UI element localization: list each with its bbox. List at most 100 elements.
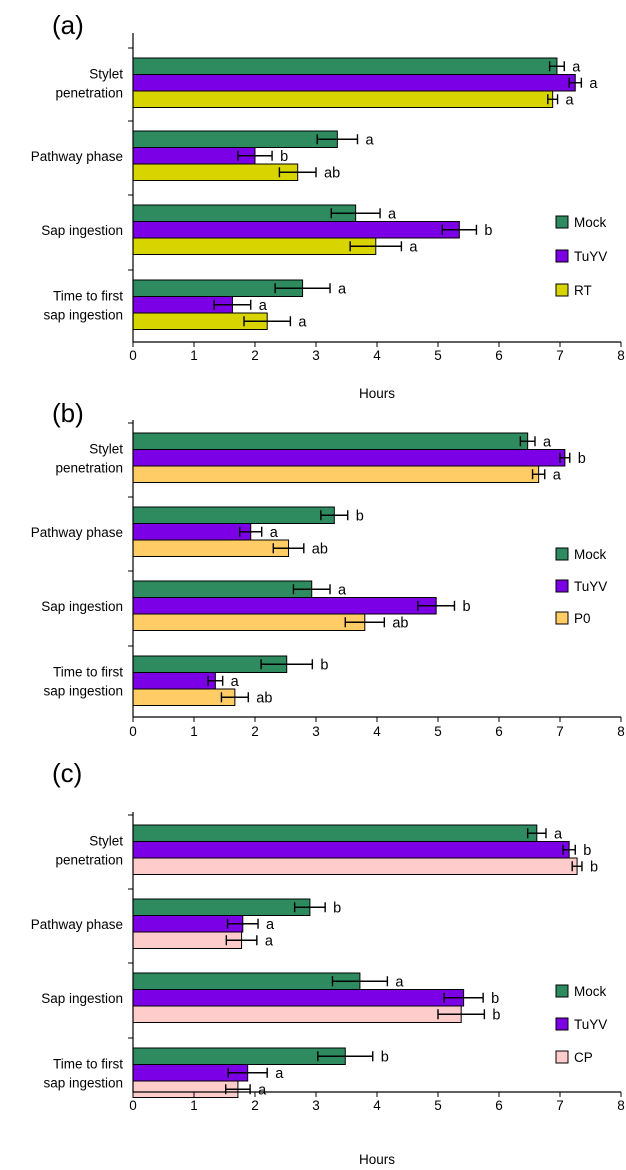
error-bar bbox=[227, 1067, 268, 1078]
significance-label: a bbox=[409, 239, 418, 255]
significance-label: a bbox=[298, 314, 307, 330]
error-bar bbox=[571, 861, 583, 872]
panel-label: (c) bbox=[52, 758, 82, 788]
significance-label: a bbox=[566, 92, 575, 108]
chart-panel-1: (a)aaaaabbaaabaaStyletpenetrationPathway… bbox=[31, 10, 625, 401]
error-bar bbox=[317, 1051, 374, 1062]
error-bar bbox=[226, 918, 259, 929]
error-bar bbox=[526, 828, 547, 839]
error-bar bbox=[207, 675, 224, 686]
x-tick-label: 2 bbox=[251, 724, 259, 739]
x-tick-label: 7 bbox=[556, 724, 564, 739]
significance-label: ab bbox=[312, 541, 328, 557]
bar bbox=[132, 898, 311, 916]
bar bbox=[132, 539, 290, 557]
error-bar bbox=[330, 208, 381, 219]
legend-swatch bbox=[555, 579, 569, 593]
bar bbox=[132, 688, 236, 706]
legend-swatch bbox=[555, 611, 569, 625]
bar bbox=[132, 130, 338, 148]
bar bbox=[132, 237, 377, 255]
bar bbox=[132, 57, 558, 75]
category-label: penetration bbox=[55, 460, 123, 475]
bar bbox=[132, 221, 460, 239]
error-bar bbox=[320, 510, 349, 521]
error-bar bbox=[441, 224, 478, 235]
category-label: Time to first bbox=[53, 288, 123, 303]
bar bbox=[132, 841, 570, 859]
x-tick-label: 1 bbox=[190, 348, 198, 363]
x-tick-label: 2 bbox=[251, 348, 259, 363]
category-label: Time to first bbox=[53, 664, 123, 679]
significance-label: a bbox=[259, 298, 268, 314]
error-bar bbox=[237, 150, 273, 161]
category-label: sap ingestion bbox=[43, 683, 123, 698]
x-tick-label: 6 bbox=[495, 1098, 503, 1113]
significance-label: b bbox=[578, 451, 586, 467]
error-bar bbox=[443, 992, 484, 1003]
legend-label: TuYV bbox=[574, 249, 607, 264]
significance-label: b bbox=[320, 657, 328, 673]
x-tick-label: 6 bbox=[495, 724, 503, 739]
category-label: sap ingestion bbox=[43, 1075, 123, 1090]
legend-label: Mock bbox=[574, 547, 607, 562]
category-label: Stylet bbox=[89, 833, 123, 848]
x-tick-label: 5 bbox=[434, 348, 442, 363]
significance-label: a bbox=[543, 434, 552, 450]
x-axis-label: Hours bbox=[359, 386, 395, 401]
significance-label: b bbox=[381, 1049, 389, 1065]
error-bar bbox=[331, 976, 389, 987]
legend-label: TuYV bbox=[574, 579, 607, 594]
legend-label: Mock bbox=[574, 984, 607, 999]
significance-label: a bbox=[338, 281, 347, 297]
legend-label: Mock bbox=[574, 215, 607, 230]
error-bar bbox=[225, 935, 258, 946]
error-bar bbox=[220, 692, 249, 703]
significance-label: a bbox=[266, 917, 275, 933]
error-bar bbox=[548, 61, 565, 72]
x-tick-label: 0 bbox=[129, 724, 137, 739]
x-axis-label: Hours bbox=[359, 1152, 395, 1167]
x-tick-label: 3 bbox=[312, 724, 320, 739]
bar bbox=[132, 931, 243, 949]
significance-label: b bbox=[462, 599, 470, 615]
chart-panel-2: (b)ababbabaaabababStyletpenetrationPathw… bbox=[31, 398, 625, 739]
bar bbox=[132, 672, 216, 690]
x-tick-label: 8 bbox=[617, 1098, 625, 1113]
category-label: Sap ingestion bbox=[41, 599, 123, 614]
significance-label: b bbox=[333, 900, 341, 916]
error-bar bbox=[292, 584, 331, 595]
error-bar bbox=[260, 659, 314, 670]
significance-label: b bbox=[484, 223, 492, 239]
bar bbox=[132, 972, 361, 990]
category-label: Time to first bbox=[53, 1056, 123, 1071]
significance-label: a bbox=[258, 1082, 267, 1098]
legend-label: RT bbox=[574, 283, 592, 298]
significance-label: b bbox=[491, 991, 499, 1007]
x-tick-label: 1 bbox=[190, 724, 198, 739]
error-bar bbox=[437, 1009, 486, 1020]
x-tick-label: 7 bbox=[556, 1098, 564, 1113]
error-bar bbox=[349, 241, 403, 252]
error-bar bbox=[559, 452, 571, 463]
category-label: sap ingestion bbox=[43, 307, 123, 322]
significance-label: a bbox=[270, 525, 279, 541]
bar bbox=[132, 989, 465, 1007]
category-label: Pathway phase bbox=[31, 917, 123, 932]
x-tick-label: 4 bbox=[373, 348, 381, 363]
bar bbox=[132, 1047, 346, 1065]
significance-label: a bbox=[365, 132, 374, 148]
x-tick-label: 2 bbox=[251, 1098, 259, 1113]
x-tick-label: 4 bbox=[373, 1098, 381, 1113]
x-tick-label: 5 bbox=[434, 724, 442, 739]
significance-label: a bbox=[554, 826, 563, 842]
bar bbox=[132, 613, 366, 631]
bar bbox=[132, 1080, 239, 1098]
bar bbox=[132, 465, 540, 483]
panel-label: (b) bbox=[52, 398, 84, 428]
legend-swatch bbox=[555, 984, 569, 998]
error-bar bbox=[293, 902, 326, 913]
bar bbox=[132, 857, 578, 875]
x-tick-label: 6 bbox=[495, 348, 503, 363]
